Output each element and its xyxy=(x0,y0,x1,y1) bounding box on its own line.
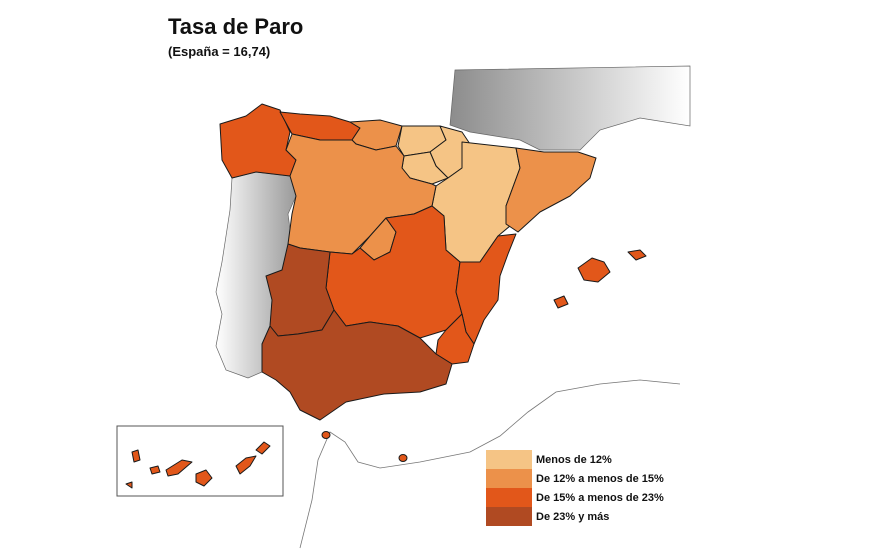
legend-label: De 23% y más xyxy=(536,510,610,523)
legend-item: De 23% y más xyxy=(486,507,662,526)
canarias-inset-frame xyxy=(116,425,284,497)
region-canarias-la-gomera[interactable] xyxy=(149,465,161,475)
legend-label: Menos de 12% xyxy=(536,453,612,466)
legend-label: De 12% a menos de 15% xyxy=(536,472,664,485)
region-canarias-tenerife[interactable] xyxy=(165,459,193,477)
region-canarias-gran-canaria[interactable] xyxy=(195,469,213,487)
region-canarias-lanzarote[interactable] xyxy=(255,441,271,455)
region-murcia[interactable] xyxy=(435,313,475,365)
region-andalucia[interactable] xyxy=(261,309,453,421)
legend-item: De 15% a menos de 23% xyxy=(486,488,664,507)
legend-swatch xyxy=(486,488,532,507)
map-title: Tasa de Paro xyxy=(168,14,304,39)
region-canarias-la-palma[interactable] xyxy=(131,449,141,463)
region-ceuta[interactable] xyxy=(321,431,331,439)
region-cataluna[interactable] xyxy=(505,147,597,233)
region-canarias-el-hierro[interactable] xyxy=(125,481,133,489)
legend: Menos de 12% De 12% a menos de 15% De 15… xyxy=(486,450,664,526)
legend-swatch xyxy=(486,450,532,469)
region-baleares-menorca[interactable] xyxy=(627,249,647,261)
legend-swatch xyxy=(486,507,532,526)
region-baleares-mallorca[interactable] xyxy=(577,257,611,283)
map-subtitle: (España = 16,74) xyxy=(168,44,271,59)
legend-item: De 12% a menos de 15% xyxy=(486,469,664,488)
region-canarias-fuerteventura[interactable] xyxy=(235,455,257,475)
africa-coastline xyxy=(299,379,681,549)
region-melilla[interactable] xyxy=(398,454,408,462)
region-baleares-ibiza[interactable] xyxy=(553,295,569,309)
legend-label: De 15% a menos de 23% xyxy=(536,491,664,504)
legend-item: Menos de 12% xyxy=(486,450,662,469)
france-shape xyxy=(449,65,691,151)
legend-swatch xyxy=(486,469,532,488)
